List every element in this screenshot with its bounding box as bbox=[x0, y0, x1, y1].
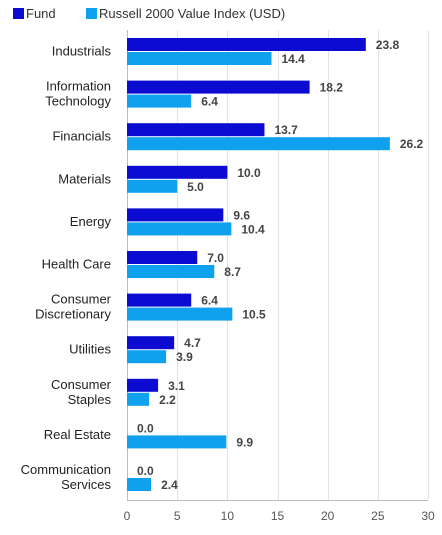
bar-fund-9 bbox=[127, 378, 159, 392]
bar-index-2 bbox=[127, 94, 192, 108]
value-label-fund-7: 6.4 bbox=[201, 294, 218, 308]
legend: Fund Russell 2000 Value Index (USD) bbox=[13, 6, 285, 21]
value-label-index-4: 5.0 bbox=[187, 180, 204, 194]
x-tick-label-0: 0 bbox=[124, 509, 131, 523]
legend-swatch-2 bbox=[86, 8, 97, 19]
category-label-2: Information Technology bbox=[45, 79, 111, 109]
value-label-index-11: 2.4 bbox=[161, 478, 178, 492]
value-label-fund-2: 18.2 bbox=[320, 81, 344, 95]
value-label-fund-4: 10.0 bbox=[237, 166, 261, 180]
gridlines bbox=[127, 30, 429, 501]
bar-index-10 bbox=[127, 435, 227, 449]
value-label-fund-11: 0.0 bbox=[137, 464, 154, 478]
x-tick-label-25: 25 bbox=[371, 509, 385, 523]
legend-label-1: Fund bbox=[26, 6, 56, 21]
category-label-4: Materials bbox=[58, 171, 111, 186]
value-label-index-3: 26.2 bbox=[400, 137, 424, 151]
category-label-6: Health Care bbox=[42, 257, 111, 272]
category-label-1: Industrials bbox=[52, 44, 112, 59]
bar-fund-3 bbox=[127, 123, 265, 137]
value-label-index-10: 9.9 bbox=[236, 435, 253, 449]
x-axis-ticks: 0 5 10 15 20 25 30 bbox=[124, 509, 435, 523]
category-label-9: Consumer Staples bbox=[51, 377, 112, 407]
bar-index-9 bbox=[127, 392, 150, 406]
x-tick-label-30: 30 bbox=[421, 509, 435, 523]
bar-fund-2 bbox=[127, 80, 310, 94]
category-label-3: Financials bbox=[52, 129, 111, 144]
bar-index-5 bbox=[127, 222, 232, 236]
value-label-fund-6: 7.0 bbox=[207, 251, 224, 265]
x-tick-label-10: 10 bbox=[221, 509, 235, 523]
bar-index-3 bbox=[127, 137, 390, 151]
category-label-5: Energy bbox=[70, 214, 112, 229]
category-label-11: Communication Services bbox=[21, 462, 112, 492]
value-label-index-2: 6.4 bbox=[201, 95, 218, 109]
category-labels: Industrials Information Technology Financia… bbox=[21, 44, 112, 493]
bar-fund-7 bbox=[127, 293, 192, 307]
value-label-index-8: 3.9 bbox=[176, 350, 193, 364]
bar-fund-4 bbox=[127, 165, 228, 179]
value-label-index-9: 2.2 bbox=[159, 393, 176, 407]
bar-index-1 bbox=[127, 52, 272, 65]
value-label-fund-5: 9.6 bbox=[233, 208, 250, 222]
legend-swatch-1 bbox=[13, 8, 24, 19]
bar-fund-6 bbox=[127, 251, 198, 264]
bar-index-4 bbox=[127, 179, 178, 193]
bar-index-11 bbox=[127, 478, 152, 491]
category-label-8: Utilities bbox=[69, 342, 111, 357]
bar-index-8 bbox=[127, 350, 167, 364]
value-label-fund-8: 4.7 bbox=[184, 336, 201, 350]
value-label-index-1: 14.4 bbox=[281, 52, 305, 66]
bar-index-7 bbox=[127, 307, 233, 321]
bars bbox=[127, 38, 390, 491]
value-label-fund-9: 3.1 bbox=[168, 379, 185, 393]
value-label-index-5: 10.4 bbox=[241, 222, 265, 236]
value-label-fund-1: 23.8 bbox=[376, 38, 400, 52]
legend-label-2: Russell 2000 Value Index (USD) bbox=[99, 6, 285, 21]
x-tick-label-5: 5 bbox=[174, 509, 181, 523]
bar-fund-8 bbox=[127, 336, 175, 350]
bar-index-6 bbox=[127, 265, 215, 278]
x-tick-label-20: 20 bbox=[321, 509, 335, 523]
value-label-index-7: 10.5 bbox=[242, 308, 266, 322]
value-label-index-6: 8.7 bbox=[224, 265, 241, 279]
value-label-fund-3: 13.7 bbox=[274, 123, 298, 137]
bar-fund-1 bbox=[127, 38, 366, 51]
category-label-10: Real Estate bbox=[44, 427, 111, 442]
x-tick-label-15: 15 bbox=[271, 509, 285, 523]
value-labels: 23.8 14.4 18.2 6.4 13.7 26.2 10.0 5.0 9.610.4 7.0… bbox=[137, 38, 424, 492]
bar-fund-5 bbox=[127, 208, 224, 222]
category-label-7: Consumer Discretionary bbox=[35, 292, 112, 322]
value-label-fund-10: 0.0 bbox=[137, 421, 154, 435]
